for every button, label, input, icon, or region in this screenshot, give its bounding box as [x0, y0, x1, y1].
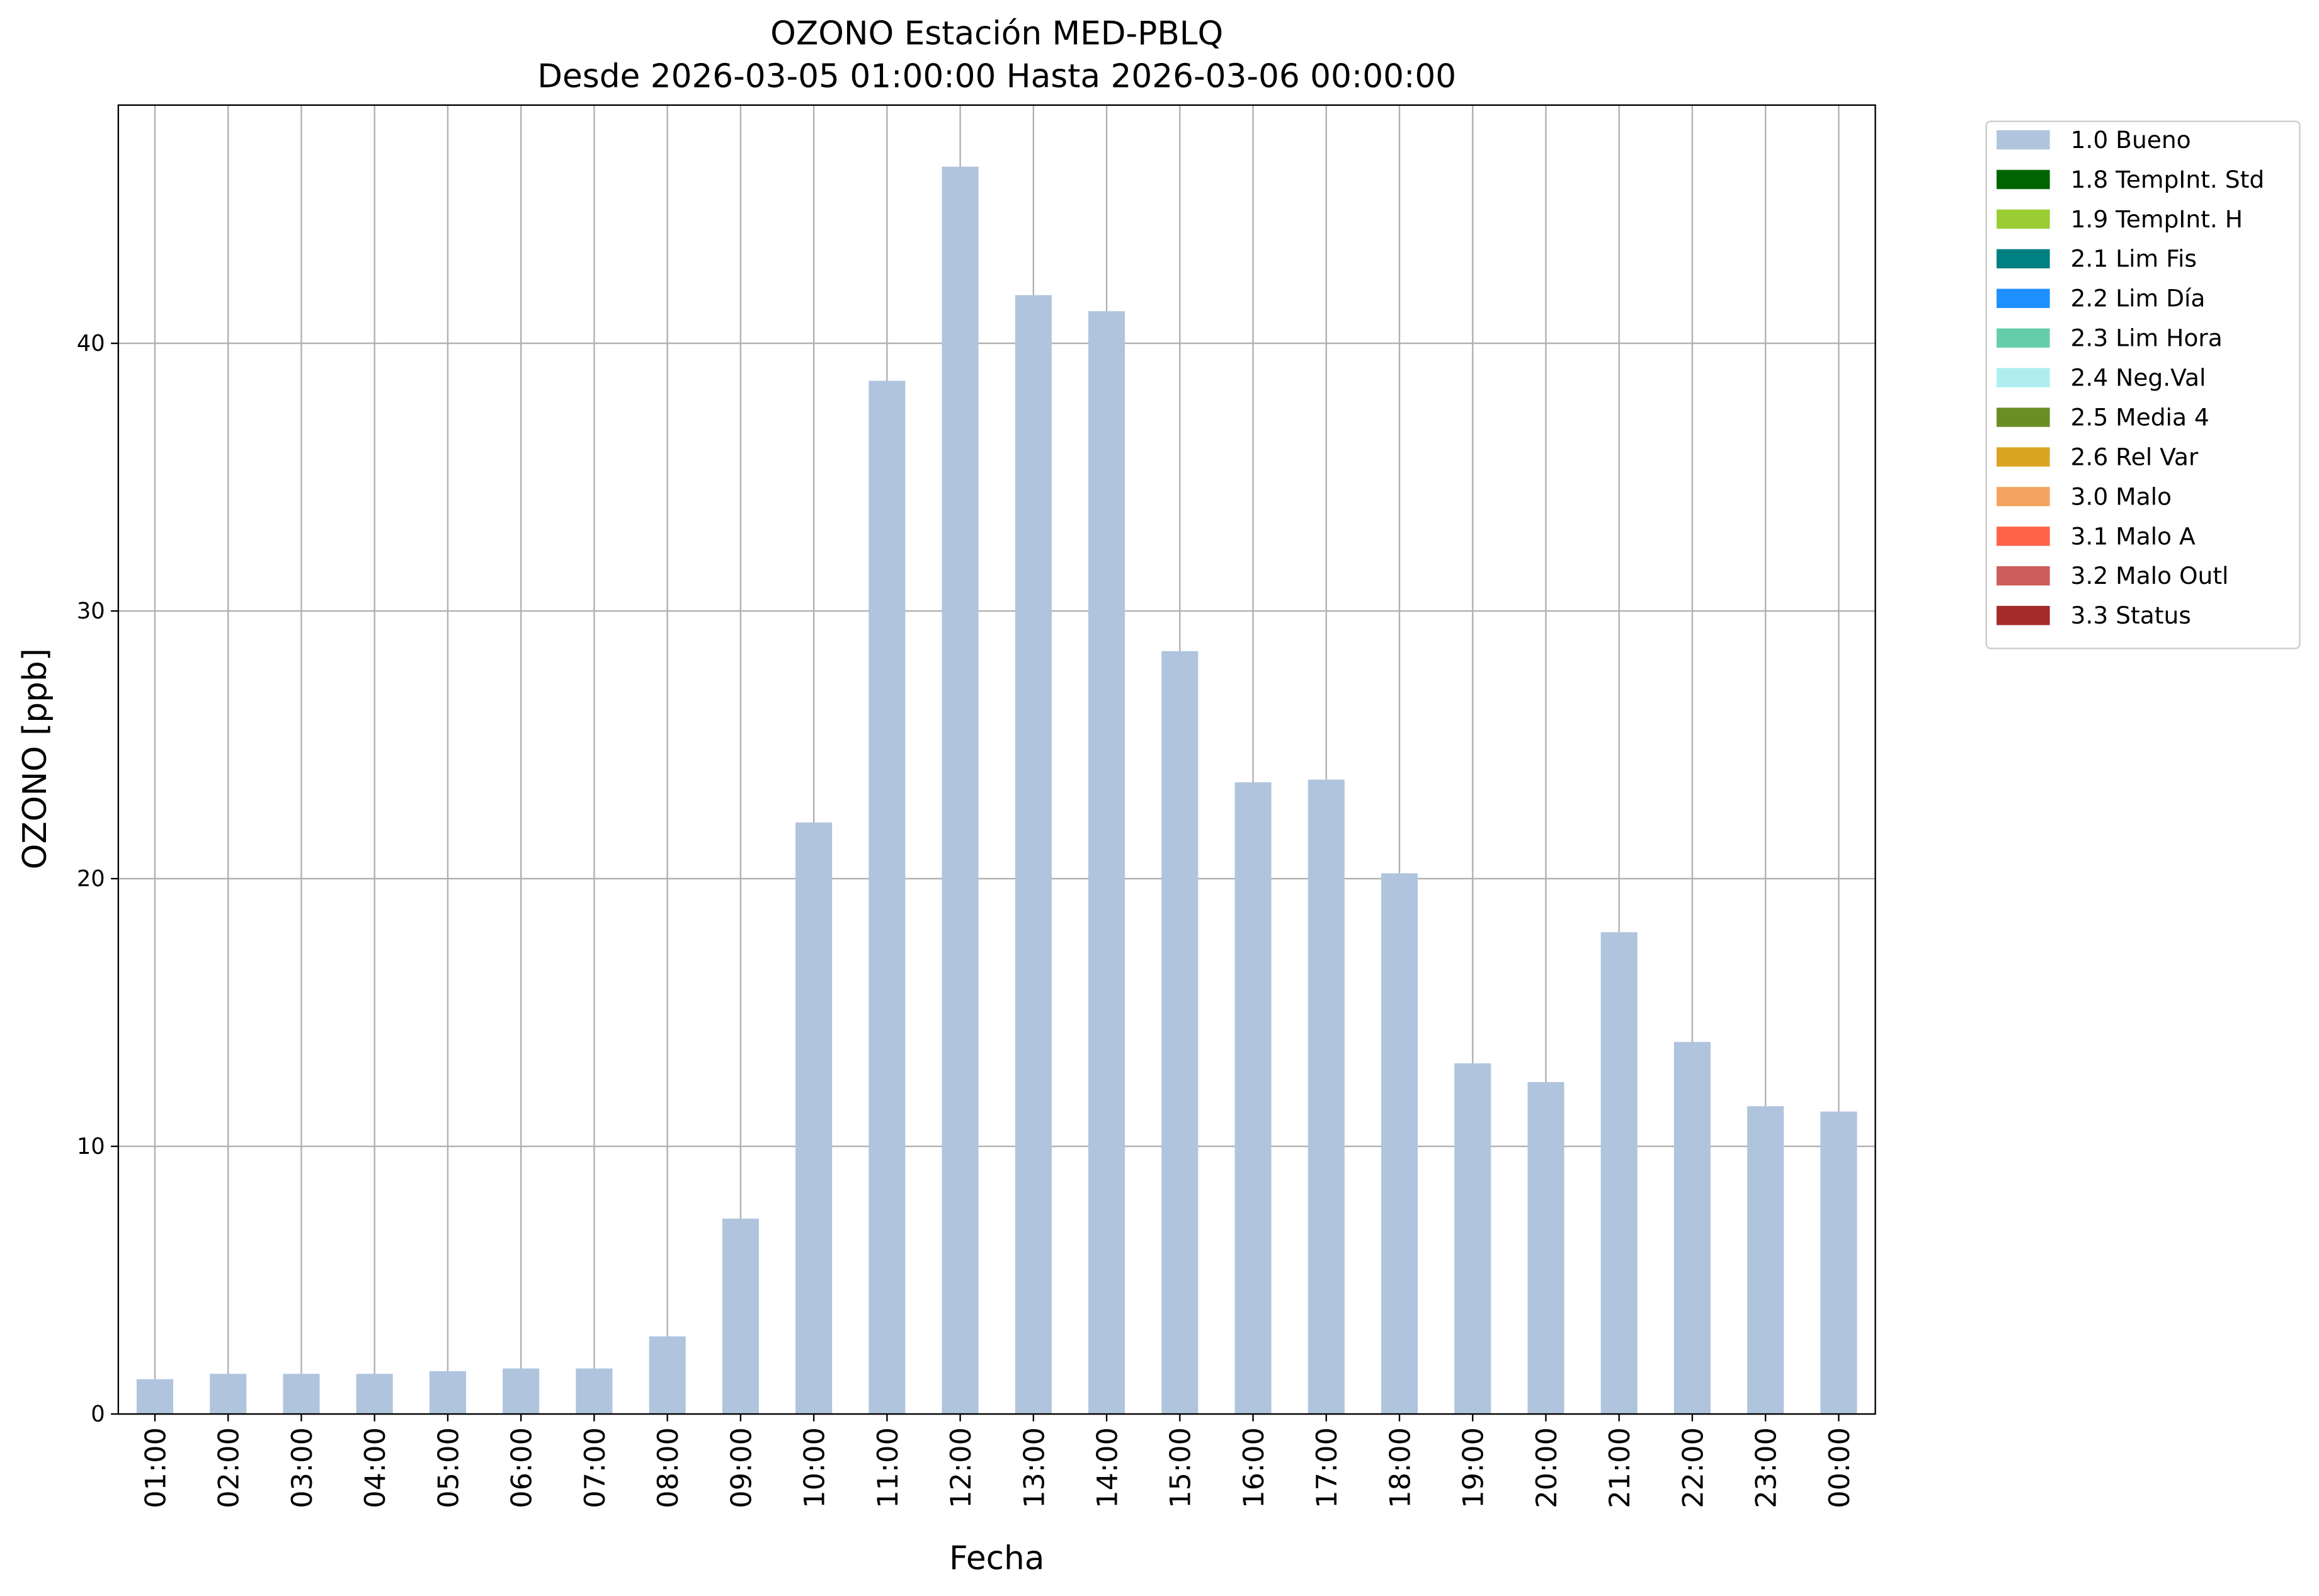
x-tick-label: 04:00	[359, 1427, 392, 1508]
bar	[1454, 1063, 1491, 1415]
legend-swatch	[1997, 288, 2050, 309]
legend-label: 1.8 TempInt. Std	[2071, 166, 2265, 193]
x-tick-label: 02:00	[213, 1427, 246, 1508]
bar	[1600, 932, 1638, 1415]
bar	[722, 1218, 759, 1415]
legend-swatch	[1997, 328, 2050, 348]
legend-label: 2.3 Lim Hora	[2071, 324, 2223, 352]
y-tick-label: 0	[91, 1401, 105, 1427]
legend-swatch	[1997, 368, 2050, 387]
legend-swatch	[1997, 209, 2050, 229]
legend-label: 3.3 Status	[2071, 601, 2191, 629]
x-tick-label: 16:00	[1238, 1427, 1270, 1508]
legend-swatch	[1997, 527, 2050, 546]
bar	[1234, 782, 1272, 1415]
x-tick-label: 08:00	[652, 1427, 685, 1508]
bar	[1015, 295, 1052, 1415]
y-tick-label: 10	[77, 1134, 105, 1160]
bar	[1820, 1111, 1857, 1415]
plot-frame	[117, 104, 1876, 1415]
legend-swatch	[1997, 169, 2050, 190]
legend-label: 3.1 Malo A	[2071, 522, 2196, 550]
y-tick-label: 30	[77, 598, 105, 624]
legend-label: 2.5 Media 4	[2071, 403, 2209, 431]
legend-label: 2.4 Neg.Val	[2071, 364, 2206, 392]
legend-label: 3.2 Malo Outl	[2071, 562, 2229, 590]
bar	[649, 1336, 686, 1415]
bar	[1161, 651, 1199, 1415]
bar	[1381, 873, 1418, 1415]
legend-swatch	[1997, 249, 2050, 269]
bar	[1308, 779, 1345, 1415]
bar	[503, 1368, 540, 1415]
bar	[869, 380, 906, 1415]
x-tick-label: 15:00	[1165, 1427, 1197, 1508]
legend-label: 1.9 TempInt. H	[2071, 205, 2243, 233]
legend-swatch	[1997, 487, 2050, 506]
bar	[210, 1374, 247, 1415]
legend-label: 1.0 Bueno	[2071, 126, 2191, 154]
legend-label: 2.6 Rel Var	[2071, 443, 2199, 470]
legend-label: 3.0 Malo	[2071, 482, 2172, 510]
chart-subtitle: Desde 2026-03-05 01:00:00 Hasta 2026-03-…	[537, 58, 1456, 96]
bar	[136, 1379, 174, 1415]
x-tick-label: 10:00	[799, 1427, 831, 1508]
x-tick-label: 05:00	[432, 1427, 465, 1508]
legend-swatch	[1997, 130, 2050, 150]
legend-label: 2.2 Lim Día	[2071, 285, 2206, 312]
x-tick-label: 12:00	[945, 1427, 977, 1508]
x-tick-label: 06:00	[506, 1427, 538, 1508]
x-axis-label: Fecha	[949, 1540, 1044, 1578]
legend-label: 2.1 Lim Fis	[2071, 245, 2197, 273]
chart-title: OZONO Estación MED-PBLQ	[770, 15, 1223, 53]
x-tick-label: 07:00	[579, 1427, 612, 1508]
y-tick-label: 20	[77, 866, 105, 892]
bar	[1088, 311, 1125, 1415]
legend-swatch	[1997, 408, 2050, 427]
bar	[283, 1374, 320, 1415]
bar	[356, 1374, 393, 1415]
bar	[1527, 1082, 1564, 1415]
x-tick-label: 13:00	[1018, 1427, 1051, 1508]
x-tick-label: 00:00	[1823, 1427, 1856, 1508]
bar	[942, 166, 979, 1415]
bar	[576, 1368, 613, 1415]
x-tick-label: 18:00	[1384, 1427, 1416, 1508]
legend-box	[1985, 120, 2301, 649]
y-tick-label: 40	[77, 331, 105, 356]
x-tick-label: 19:00	[1457, 1427, 1490, 1508]
legend-swatch	[1997, 566, 2050, 586]
bar	[1747, 1106, 1784, 1415]
x-tick-label: 22:00	[1677, 1427, 1709, 1508]
x-tick-label: 14:00	[1091, 1427, 1124, 1508]
x-tick-label: 01:00	[139, 1427, 172, 1508]
x-tick-label: 20:00	[1530, 1427, 1563, 1508]
x-tick-label: 21:00	[1604, 1427, 1636, 1508]
y-axis-label: OZONO [ppb]	[16, 648, 54, 869]
bar	[1673, 1042, 1711, 1415]
x-tick-label: 03:00	[286, 1427, 319, 1508]
x-tick-label: 09:00	[725, 1427, 758, 1508]
x-tick-label: 23:00	[1750, 1427, 1783, 1508]
x-tick-label: 11:00	[872, 1427, 904, 1508]
legend-swatch	[1997, 447, 2050, 467]
legend-swatch	[1997, 605, 2050, 625]
bar	[429, 1371, 466, 1415]
x-tick-label: 17:00	[1311, 1427, 1343, 1508]
bar	[795, 822, 833, 1415]
